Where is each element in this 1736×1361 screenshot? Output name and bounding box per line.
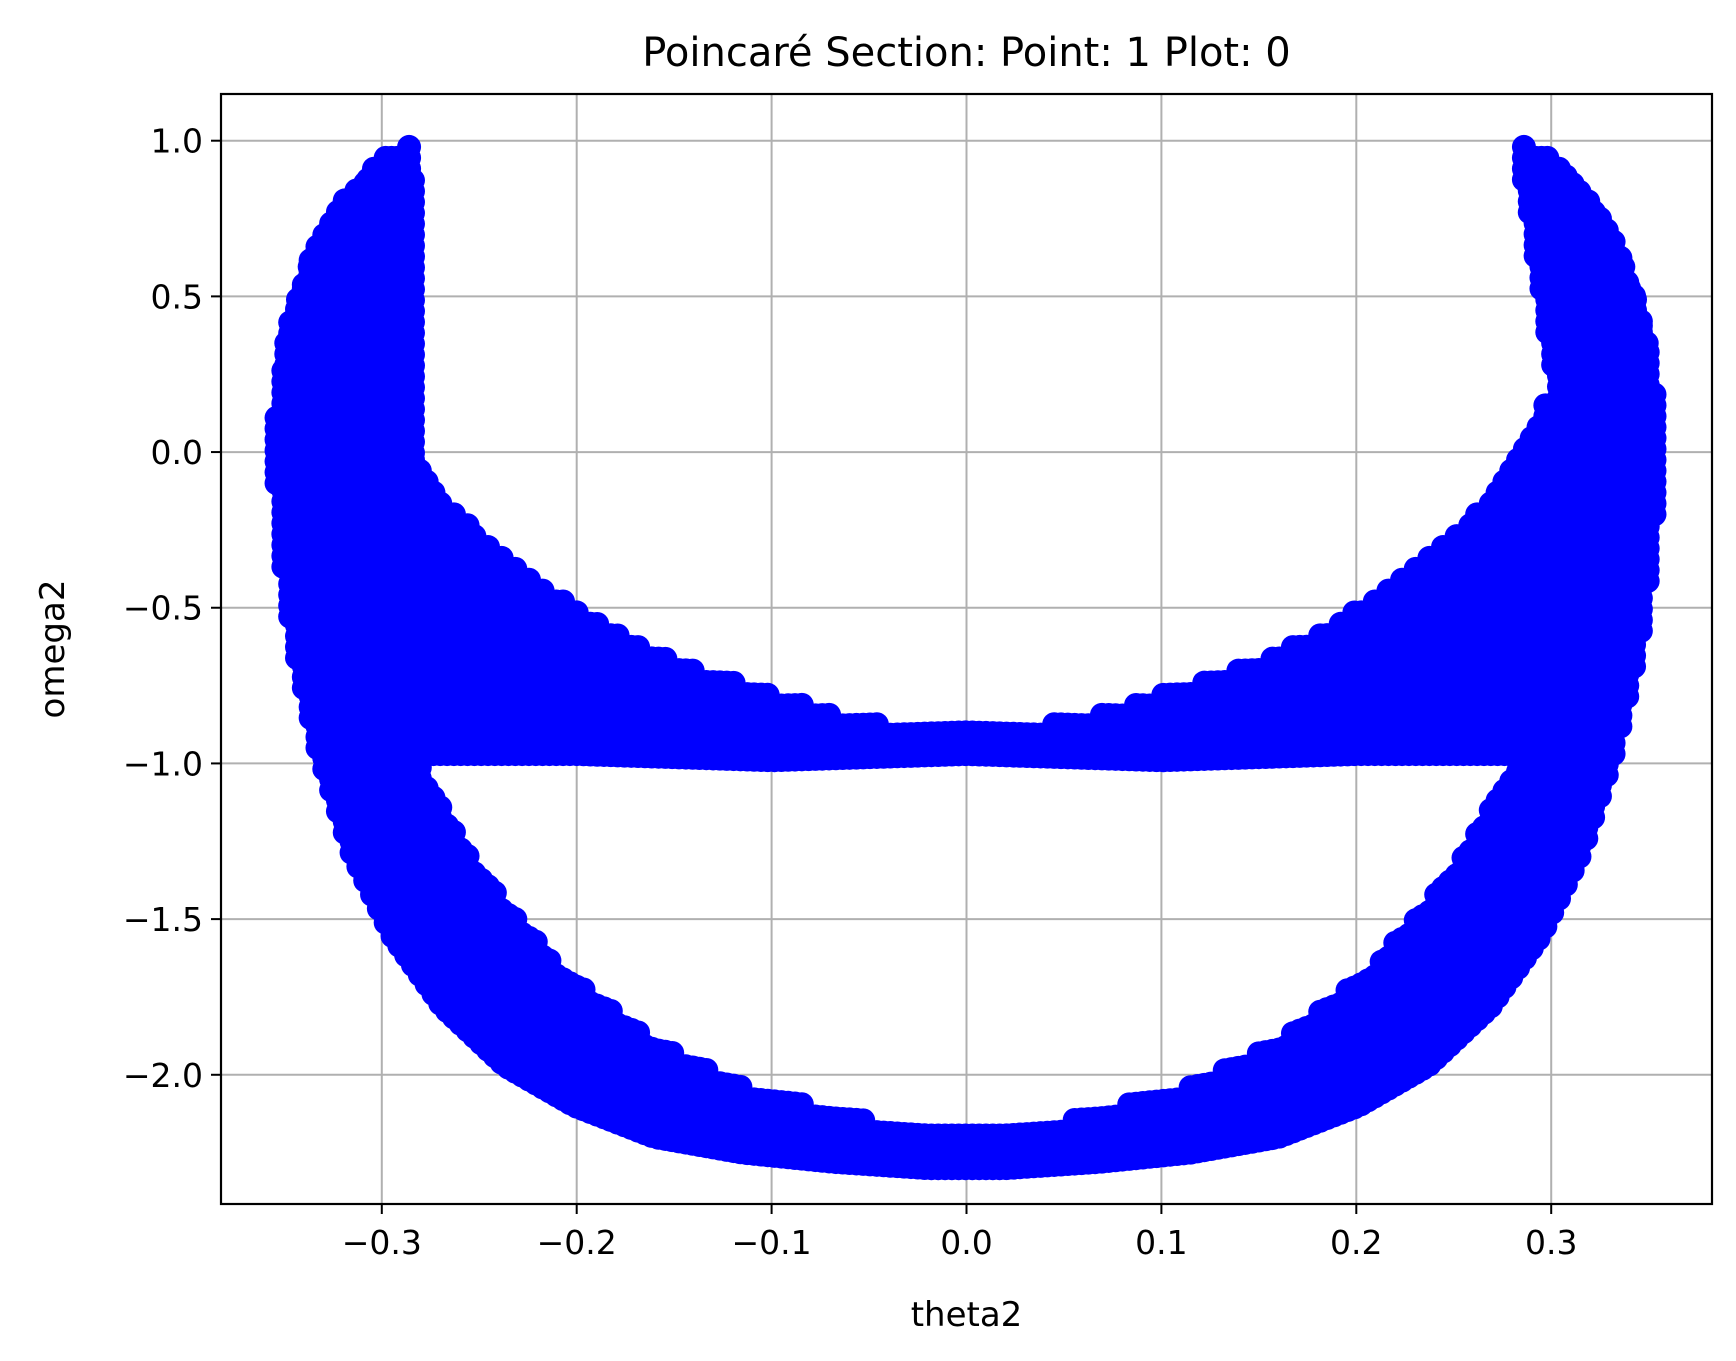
scatter-point xyxy=(1634,331,1659,356)
scatter-point xyxy=(1611,254,1636,279)
scatter-point xyxy=(1623,287,1648,312)
scatter-point xyxy=(1628,309,1653,334)
scatter-point xyxy=(297,254,322,279)
scatter-marks xyxy=(264,134,1667,1181)
scatter-point xyxy=(274,331,299,356)
scatter-point xyxy=(285,287,310,312)
scatter-point xyxy=(428,795,453,820)
scatter-point xyxy=(280,309,305,334)
scatter-point xyxy=(380,404,405,429)
